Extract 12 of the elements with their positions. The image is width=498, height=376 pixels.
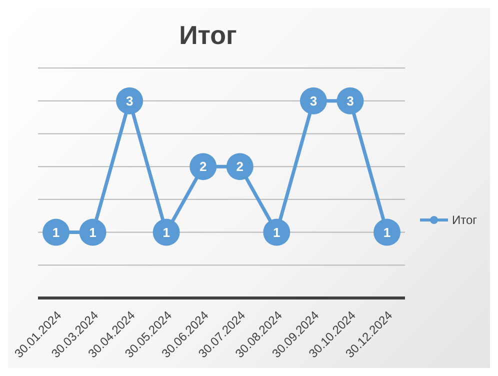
data-label: 1 — [52, 224, 60, 240]
chart-title: Итог — [178, 20, 238, 51]
data-label: 2 — [199, 159, 207, 174]
data-label: 2 — [236, 159, 244, 174]
data-label: 3 — [346, 93, 354, 108]
data-label: 1 — [273, 224, 280, 240]
legend-label: Итог — [452, 213, 478, 227]
data-label: 1 — [383, 224, 391, 240]
data-label: 1 — [162, 224, 170, 240]
data-label: 3 — [126, 93, 134, 108]
data-label: 3 — [310, 93, 318, 108]
data-label: 1 — [89, 224, 96, 240]
